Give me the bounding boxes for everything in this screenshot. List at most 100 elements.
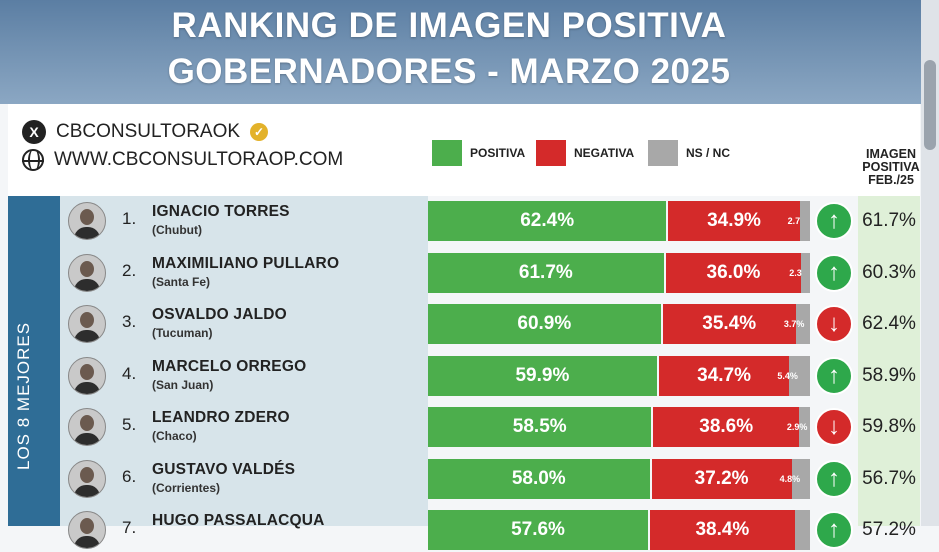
table-row: 5. LEANDRO ZDERO (Chaco) 58.5% 38.6% 2.9% ↓ 59.… bbox=[0, 405, 939, 449]
avatar-head bbox=[80, 466, 94, 483]
source-legend-bar: X CBCONSULTORAOK ✓ WWW.CBCONSULTORAOP.CO… bbox=[8, 104, 920, 196]
province-label: (Tucuman) bbox=[152, 326, 213, 340]
scrollbar-thumb[interactable] bbox=[924, 60, 936, 150]
rank-number: 1. bbox=[122, 209, 137, 228]
bar-negative bbox=[653, 407, 799, 447]
arrow-up-icon: ↑ bbox=[815, 459, 853, 498]
source-handle: CBCONSULTORAOK bbox=[56, 121, 241, 142]
avatar-head bbox=[80, 260, 94, 277]
governor-name: HUGO PASSALACQUA bbox=[152, 512, 325, 529]
bar-nsnc bbox=[801, 252, 810, 293]
label-positive: 60.9% bbox=[517, 313, 572, 334]
rank-number: 3. bbox=[122, 312, 137, 331]
bar-negative bbox=[665, 252, 802, 293]
source-website-row: WWW.CBCONSULTORAOP.COM bbox=[22, 149, 343, 171]
avatar-head bbox=[80, 415, 94, 431]
source-website: WWW.CBCONSULTORAOP.COM bbox=[54, 149, 344, 170]
arrow-down-icon: ↓ bbox=[815, 408, 853, 446]
previous-positive-value: 61.7% bbox=[862, 210, 916, 231]
names-column-bg bbox=[60, 196, 428, 526]
avatar bbox=[68, 305, 106, 343]
arrow-up-icon: ↑ bbox=[815, 202, 853, 240]
prev-header-line1: IMAGEN bbox=[866, 147, 916, 161]
avatar-head bbox=[80, 312, 94, 328]
arrow-up-icon: ↑ bbox=[815, 356, 853, 395]
source-handle-row: X CBCONSULTORAOK ✓ bbox=[22, 120, 269, 144]
governor-name: OSVALDO JALDO bbox=[152, 306, 287, 323]
label-positive: 58.0% bbox=[511, 467, 566, 489]
table-row: 4. MARCELO ORREGO (San Juan) 59.9% 34.7% 5.4%… bbox=[0, 354, 939, 398]
legend-nsnc: NS / NC bbox=[648, 140, 730, 166]
avatar-body bbox=[74, 381, 100, 394]
label-negative: 38.4% bbox=[695, 519, 750, 540]
avatar-body bbox=[74, 433, 100, 445]
vertical-scrollbar[interactable] bbox=[921, 0, 939, 526]
rank-number: 6. bbox=[122, 466, 137, 486]
bar-positive bbox=[428, 458, 650, 499]
previous-positive-value: 62.4% bbox=[862, 313, 916, 334]
table-row: 3. OSVALDO JALDO (Tucuman) 60.9% 35.4% 3.7% ↓ 6… bbox=[0, 302, 939, 346]
legend-label-nsnc: NS / NC bbox=[686, 146, 731, 160]
province-label: (Chubut) bbox=[152, 223, 202, 237]
verified-badge-icon: ✓ bbox=[250, 123, 269, 141]
title-line-2: GOBERNADORES - MARZO 2025 bbox=[167, 52, 731, 91]
rank-number: 5. bbox=[122, 415, 137, 434]
legend-swatch-nsnc bbox=[648, 140, 678, 166]
avatar bbox=[68, 408, 106, 446]
avatar-body bbox=[74, 227, 100, 239]
label-nsnc: 5.4% bbox=[777, 370, 798, 381]
title-banner: RANKING DE IMAGEN POSITIVA GOBERNADORES … bbox=[0, 0, 939, 104]
previous-month-header: IMAGEN POSITIVA FEB./25 bbox=[858, 148, 924, 187]
prev-header-line2: POSITIVA bbox=[862, 160, 920, 174]
rank-number: 7. bbox=[122, 518, 137, 537]
legend-swatch-positive bbox=[432, 140, 462, 166]
governor-name: MAXIMILIANO PULLARO bbox=[152, 254, 340, 272]
label-negative: 38.6% bbox=[699, 416, 754, 437]
previous-positive-value: 57.2% bbox=[862, 519, 916, 540]
legend-swatch-negative bbox=[536, 140, 566, 166]
bar-nsnc bbox=[799, 201, 810, 241]
label-nsnc: 2.3 bbox=[789, 267, 802, 278]
label-positive: 59.9% bbox=[515, 364, 570, 386]
legend-negative: NEGATIVA bbox=[536, 140, 634, 166]
bar-negative bbox=[662, 304, 796, 344]
legend-label-positive: POSITIVA bbox=[470, 146, 526, 160]
previous-positive-value: 59.8% bbox=[862, 416, 916, 437]
rank-number: 4. bbox=[122, 363, 137, 383]
bar-negative bbox=[651, 458, 792, 499]
avatar bbox=[68, 511, 106, 549]
province-label: (San Juan) bbox=[152, 377, 214, 392]
label-nsnc: 2.9% bbox=[786, 422, 808, 432]
bar-nsnc bbox=[798, 407, 810, 447]
bar-nsnc bbox=[791, 458, 810, 499]
avatar-body bbox=[74, 536, 100, 548]
previous-positive-value: 58.9% bbox=[862, 364, 916, 386]
bar-positive bbox=[428, 407, 652, 447]
avatar bbox=[68, 356, 106, 395]
avatar bbox=[68, 202, 106, 240]
label-negative: 36.0% bbox=[706, 261, 761, 283]
table-row: 1. IGNACIO TORRES (Chubut) 62.4% 34.9% 2.7 ↑ 61… bbox=[0, 199, 939, 243]
bar-negative bbox=[658, 355, 790, 396]
avatar bbox=[68, 253, 106, 292]
arrow-up-icon: ↑ bbox=[815, 253, 853, 292]
governor-name: IGNACIO TORRES bbox=[152, 203, 290, 220]
province-label: (Santa Fe) bbox=[152, 274, 211, 289]
label-positive: 57.6% bbox=[511, 519, 565, 540]
bar-nsnc bbox=[794, 510, 810, 550]
bar-positive bbox=[428, 355, 657, 396]
bar-positive bbox=[428, 252, 664, 293]
prev-header-line3: FEB./25 bbox=[868, 173, 914, 187]
avatar-body bbox=[74, 484, 100, 497]
governor-name: MARCELO ORREGO bbox=[152, 357, 307, 375]
province-label: (Corrientes) bbox=[152, 480, 221, 495]
label-positive: 62.4% bbox=[520, 210, 575, 231]
avatar-head bbox=[80, 363, 94, 380]
label-nsnc: 2.7 bbox=[787, 216, 801, 226]
avatar-body bbox=[74, 278, 100, 291]
avatar-body bbox=[74, 330, 100, 342]
legend-positive: POSITIVA bbox=[432, 140, 525, 166]
group-band bbox=[8, 196, 60, 526]
label-nsnc: 4.8% bbox=[779, 473, 801, 484]
governor-name: GUSTAVO VALDÉS bbox=[152, 460, 296, 478]
